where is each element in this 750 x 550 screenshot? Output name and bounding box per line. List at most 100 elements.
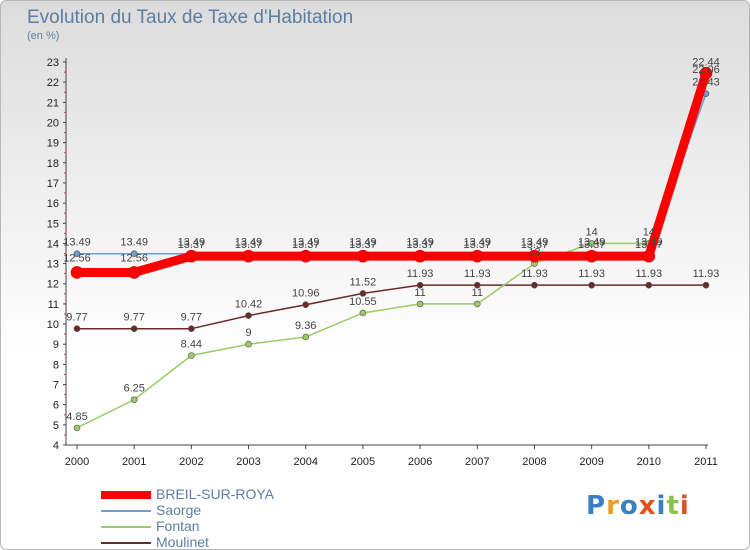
y-tick-label: 4 [53, 440, 59, 452]
y-tick-label: 20 [47, 117, 59, 129]
data-label: 13.37 [292, 239, 320, 251]
data-label: 10.96 [292, 288, 320, 300]
y-tick-label: 5 [53, 420, 59, 432]
y-tick-label: 17 [47, 178, 59, 190]
x-tick-label: 2011 [694, 456, 718, 468]
data-point [588, 281, 595, 289]
data-label: 13.49 [464, 237, 492, 249]
y-tick-label: 18 [47, 158, 59, 170]
data-label: 21.43 [692, 77, 720, 89]
data-point [359, 290, 367, 297]
data-label: 13.49 [406, 237, 434, 249]
data-label: 13.49 [292, 237, 320, 249]
data-point [528, 249, 541, 263]
data-label: 13.37 [635, 239, 663, 251]
legend-swatch-saorge [101, 510, 151, 512]
x-tick-label: 2000 [65, 456, 89, 468]
data-label: 13.37 [406, 239, 434, 251]
data-point [185, 249, 198, 263]
data-point [470, 249, 484, 263]
data-point [245, 340, 252, 348]
logo-letter: x [638, 491, 657, 521]
series-line-fontan [76, 80, 707, 429]
legend-swatch-moulinet [101, 542, 151, 544]
data-point [73, 250, 81, 258]
data-point [130, 325, 138, 332]
data-label: 10.55 [349, 296, 377, 308]
data-point [188, 325, 195, 332]
data-label: 4.85 [66, 411, 87, 423]
x-tick-label: 2010 [637, 456, 661, 468]
data-label: 13.37 [521, 239, 549, 251]
series-line-saorge [77, 93, 707, 255]
data-point [127, 266, 141, 279]
y-tick-label: 12 [47, 279, 59, 291]
data-label: 13.49 [178, 237, 206, 249]
data-label: 9.77 [123, 312, 144, 324]
data-point [73, 424, 81, 432]
data-point [645, 281, 653, 289]
data-point [588, 240, 595, 247]
data-point [302, 333, 310, 341]
data-label: 11.93 [635, 268, 662, 280]
data-point [245, 312, 252, 319]
data-label: 9.77 [66, 312, 87, 324]
data-label: 6.25 [123, 383, 144, 395]
data-point [299, 249, 313, 263]
data-label: 9.36 [295, 320, 316, 332]
data-point [70, 266, 84, 279]
logo-letter: i [679, 491, 690, 521]
data-point [302, 301, 310, 309]
legend-swatch-breil [101, 491, 151, 499]
data-point [413, 249, 427, 263]
x-tick-label: 2005 [351, 456, 375, 468]
proxiti-logo: Proxiti [586, 491, 690, 521]
legend-label-moulinet: Moulinet [156, 534, 209, 550]
y-tick-label: 23 [47, 57, 59, 69]
y-tick-label: 8 [53, 359, 59, 371]
logo-letter: o [619, 491, 639, 521]
legend-label-fontan: Fontan [156, 518, 200, 534]
y-tick-label: 16 [47, 198, 59, 210]
x-tick-label: 2003 [236, 456, 260, 468]
x-tick-label: 2006 [408, 456, 432, 468]
logo-letter: r [606, 491, 620, 521]
data-point [416, 300, 424, 308]
legend-label-saorge: Saorge [156, 502, 202, 518]
y-tick-label: 9 [53, 339, 59, 351]
data-label: 10.42 [235, 299, 263, 311]
data-point [73, 325, 81, 332]
data-point [416, 281, 424, 289]
y-tick-label: 7 [53, 380, 59, 392]
y-tick-label: 15 [47, 218, 59, 230]
data-label: 14 [643, 226, 655, 238]
x-tick-label: 2007 [465, 456, 489, 468]
y-tick-label: 6 [53, 400, 59, 412]
logo-letter: i [656, 491, 667, 521]
data-label: 22.06 [692, 64, 720, 76]
data-label: 13.37 [178, 239, 206, 251]
series-line-moulinet [77, 284, 706, 330]
chart-title: Evolution du Taux de Taxe d'Habitation [27, 7, 354, 28]
data-label: 13.49 [349, 237, 377, 249]
data-label: 11.93 [693, 268, 720, 280]
data-point [130, 250, 138, 258]
data-label: 13.37 [349, 239, 377, 251]
data-point [473, 300, 481, 308]
data-point [473, 281, 481, 289]
data-label: 11 [414, 287, 425, 299]
y-tick-label: 19 [47, 138, 59, 150]
data-label: 11.93 [578, 268, 605, 280]
y-tick-label: 11 [48, 299, 59, 311]
data-point [585, 249, 598, 263]
data-label: 13.37 [235, 239, 263, 251]
data-point [359, 309, 367, 317]
data-label: 8.44 [181, 338, 202, 350]
y-tick-label: 21 [47, 97, 59, 109]
x-tick-label: 2001 [122, 456, 146, 468]
data-label: 9.77 [181, 312, 202, 324]
data-label: 13.37 [578, 239, 606, 251]
data-point [188, 352, 195, 359]
data-label: 13.49 [635, 237, 663, 249]
